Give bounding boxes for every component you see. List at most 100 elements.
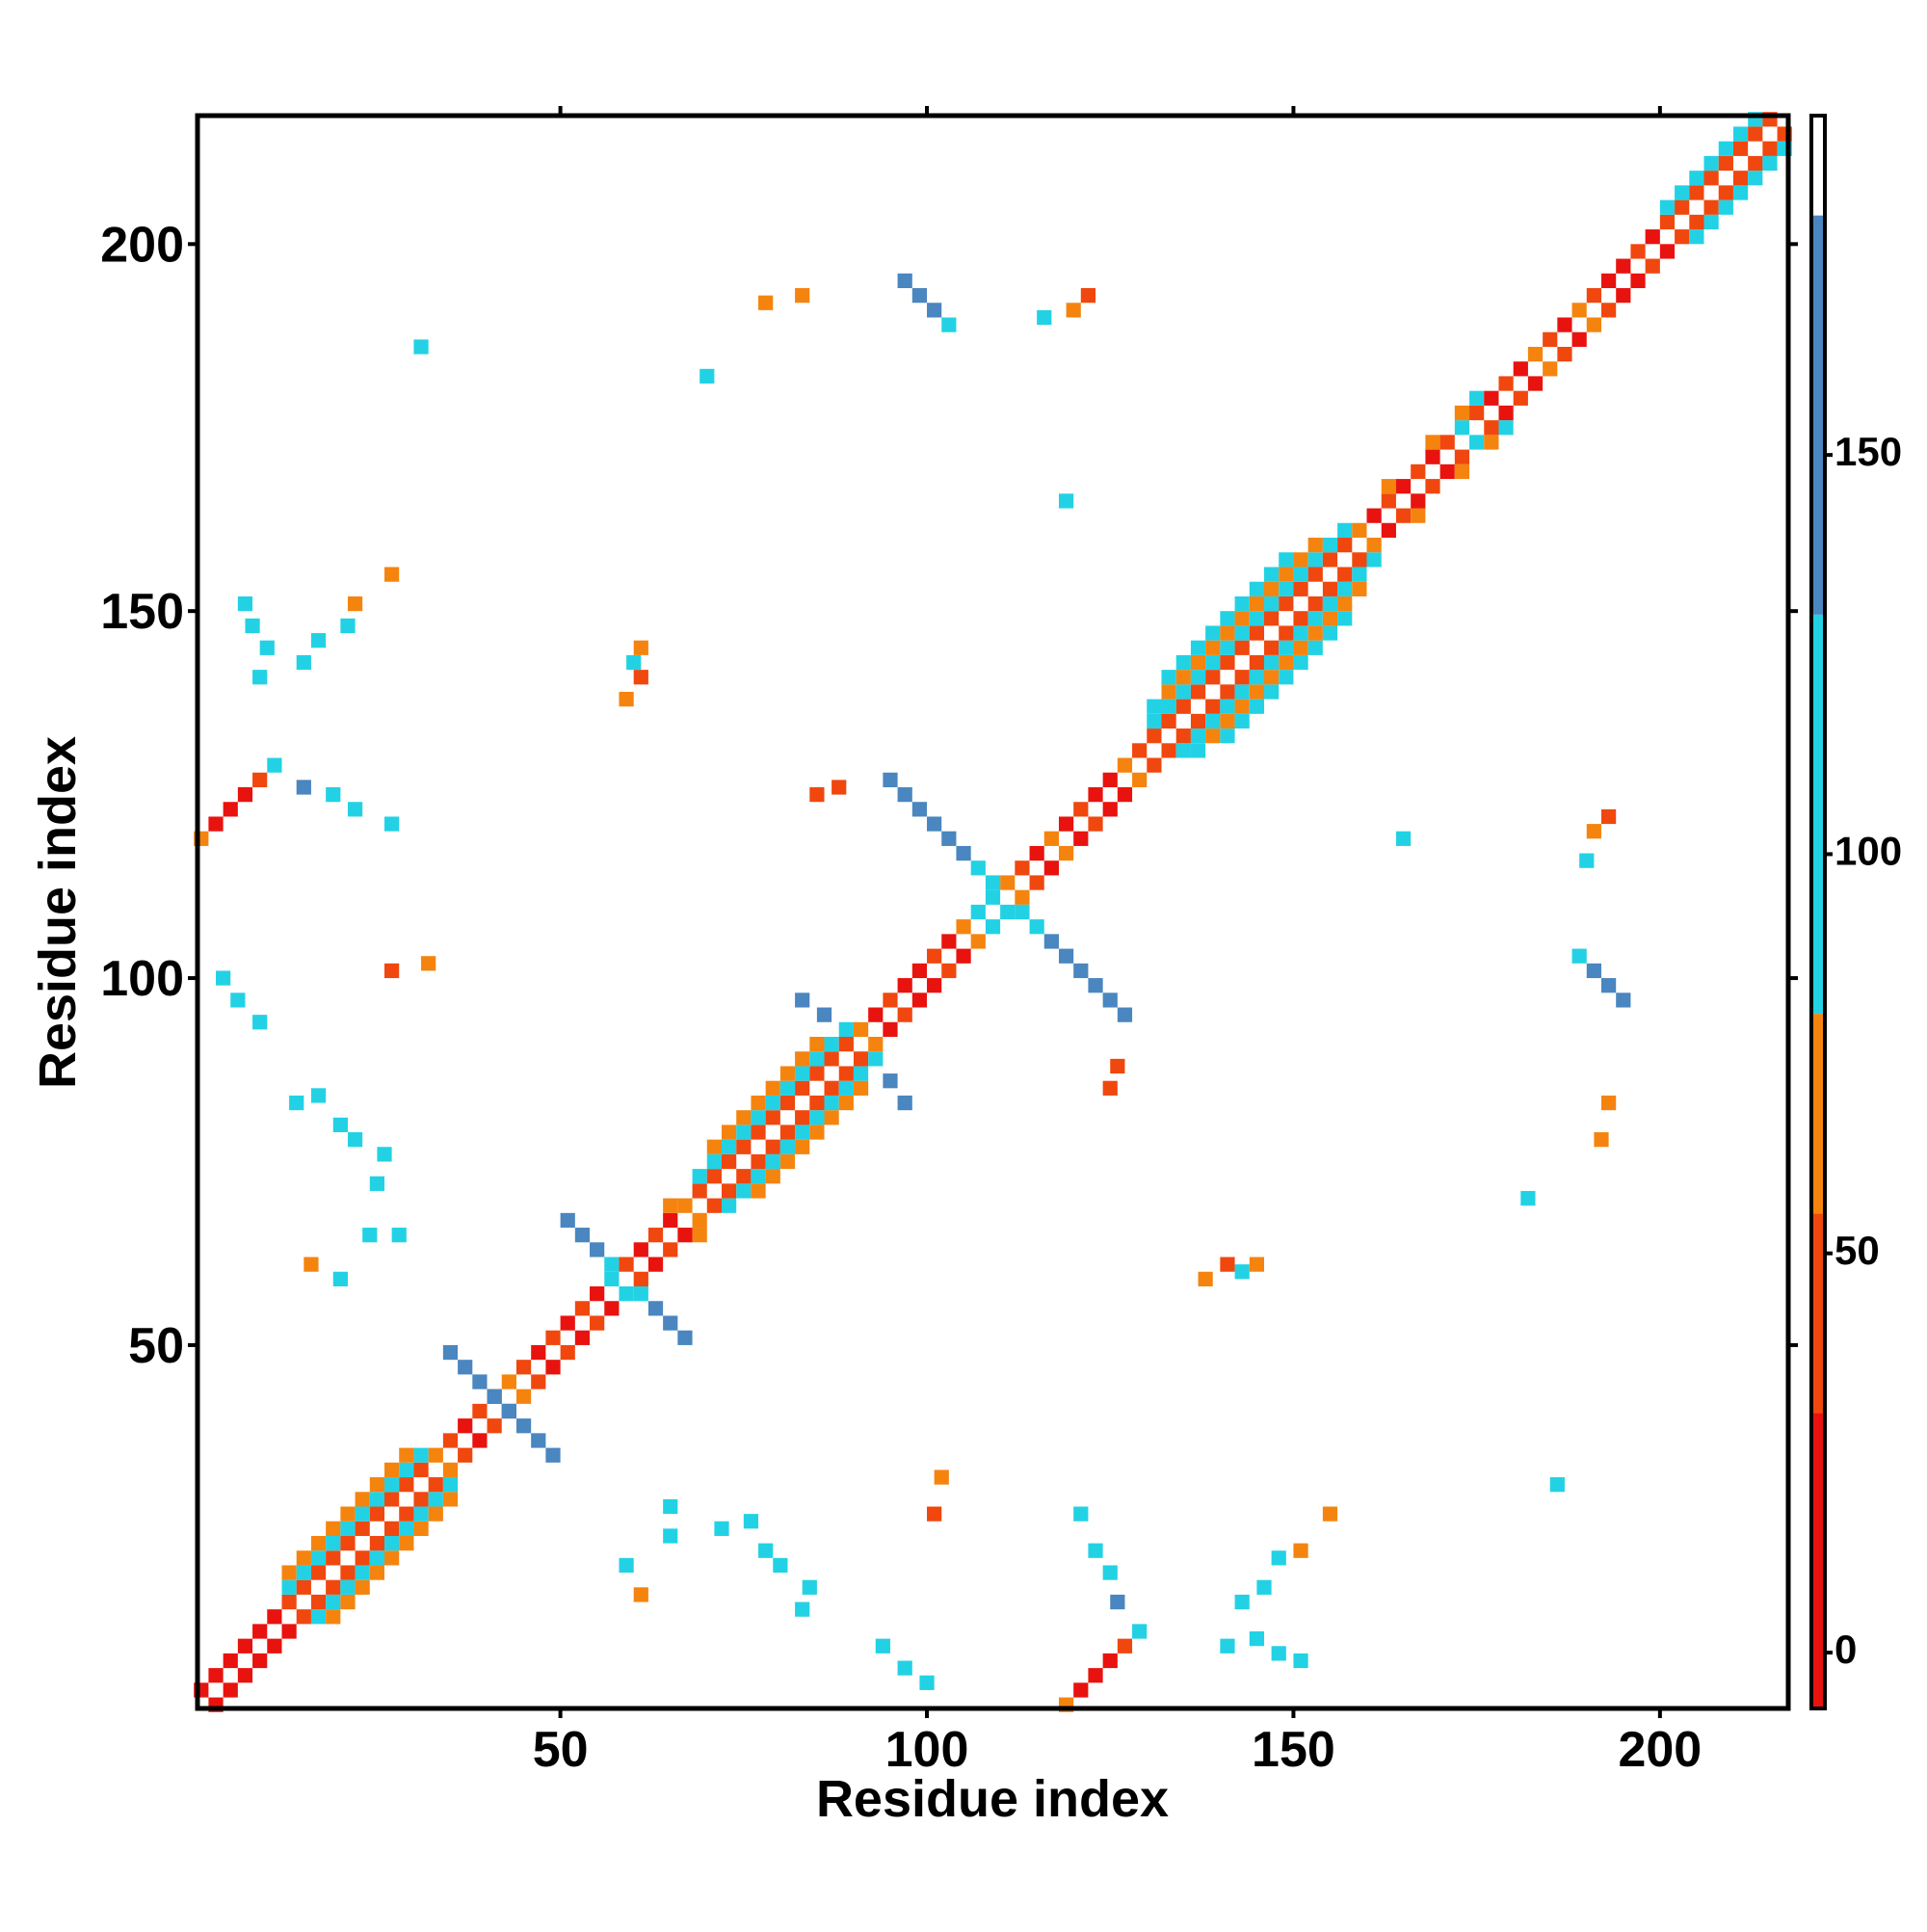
heatmap-cell xyxy=(1645,258,1660,274)
heatmap-cell xyxy=(501,1374,516,1389)
heatmap-cell xyxy=(267,1638,282,1654)
heatmap-cell xyxy=(545,1447,561,1463)
heatmap-cell xyxy=(779,1066,796,1081)
heatmap-cell xyxy=(1279,552,1294,568)
heatmap-cell xyxy=(1043,934,1059,949)
heatmap-cell xyxy=(1454,463,1470,480)
heatmap-cell xyxy=(1586,824,1601,839)
heatmap-cell xyxy=(399,1535,414,1551)
heatmap-cell xyxy=(369,1176,385,1191)
heatmap-cell xyxy=(1249,684,1265,700)
heatmap-cell xyxy=(1293,654,1308,671)
heatmap-cell xyxy=(1271,1646,1286,1661)
heatmap-cell xyxy=(1307,538,1323,553)
heatmap-cell xyxy=(574,1330,591,1345)
heatmap-cell xyxy=(1293,581,1308,596)
heatmap-cell xyxy=(619,1257,634,1272)
x-tick-label: 50 xyxy=(533,1722,589,1778)
heatmap-cell xyxy=(326,1550,341,1566)
heatmap-cell xyxy=(399,1477,414,1493)
heatmap-cell xyxy=(647,1301,664,1316)
heatmap-cell xyxy=(1102,772,1118,788)
heatmap-cell xyxy=(1249,699,1265,714)
heatmap-cell xyxy=(428,1477,443,1493)
heatmap-cell xyxy=(1205,670,1221,685)
heatmap-cell xyxy=(1352,552,1367,568)
heatmap-cell xyxy=(1732,171,1749,186)
heatmap-cell xyxy=(1322,611,1338,626)
heatmap-cell xyxy=(853,1021,869,1037)
heatmap-cell xyxy=(1264,670,1280,685)
heatmap-cell xyxy=(458,1418,473,1434)
heatmap-cell xyxy=(223,1682,238,1698)
heatmap-cell xyxy=(633,1271,648,1286)
heatmap-cell xyxy=(1088,816,1103,832)
heatmap-cell xyxy=(1279,654,1294,671)
heatmap-cell xyxy=(1220,1638,1235,1654)
heatmap-cell xyxy=(369,1506,385,1522)
heatmap-cell xyxy=(1352,567,1367,582)
heatmap-cell xyxy=(1234,611,1250,626)
heatmap-cell xyxy=(736,1110,752,1125)
heatmap-cell xyxy=(1220,1257,1235,1272)
heatmap-cell xyxy=(941,963,957,979)
heatmap-cell xyxy=(824,1095,839,1111)
heatmap-cell xyxy=(560,1344,575,1361)
heatmap-cell xyxy=(340,1565,356,1580)
heatmap-cell xyxy=(765,1139,780,1154)
heatmap-cell xyxy=(1307,595,1323,612)
heatmap-cell xyxy=(1161,713,1176,729)
heatmap-cell xyxy=(721,1139,737,1154)
heatmap-cell xyxy=(1190,670,1206,685)
heatmap-cell xyxy=(296,1550,311,1566)
heatmap-cell xyxy=(1058,948,1074,964)
heatmap-cell xyxy=(1659,199,1676,215)
heatmap-cell xyxy=(853,1051,869,1067)
heatmap-cell xyxy=(927,816,942,832)
heatmap-cell xyxy=(956,919,971,935)
heatmap-cell xyxy=(259,640,275,655)
heatmap-cells xyxy=(194,112,1792,1712)
heatmap-cell xyxy=(1234,1264,1250,1280)
heatmap-cell xyxy=(795,1139,810,1154)
heatmap-cell xyxy=(1703,214,1719,230)
heatmap-cell xyxy=(1395,479,1412,494)
heatmap-cell xyxy=(765,1110,780,1125)
heatmap-cell xyxy=(795,1066,810,1081)
heatmap-cell xyxy=(1293,567,1308,582)
heatmap-cell xyxy=(252,670,268,685)
x-tick-label: 100 xyxy=(885,1722,969,1778)
heatmap-cell xyxy=(310,633,327,648)
heatmap-cell xyxy=(919,1675,935,1690)
heatmap-cell xyxy=(391,1228,407,1243)
colorbar-segment xyxy=(1811,1413,1825,1708)
heatmap-cell xyxy=(1594,1132,1609,1148)
colorbar-tick-label: 0 xyxy=(1835,1627,1857,1672)
heatmap-cell xyxy=(1205,713,1221,729)
heatmap-cell xyxy=(1337,522,1353,539)
heatmap-cell xyxy=(1132,772,1148,788)
heatmap-cell xyxy=(1307,625,1323,641)
heatmap-cell xyxy=(970,904,986,920)
heatmap-cell xyxy=(626,654,642,671)
heatmap-cell xyxy=(442,1344,459,1361)
heatmap-cell xyxy=(832,780,847,795)
heatmap-cell xyxy=(706,1139,722,1154)
heatmap-cell xyxy=(1337,611,1353,626)
heatmap-cell xyxy=(1015,860,1030,876)
heatmap-cell xyxy=(442,1462,459,1478)
heatmap-cell xyxy=(714,1521,729,1536)
heatmap-cell xyxy=(1175,699,1191,714)
heatmap-cell xyxy=(1198,1271,1213,1286)
heatmap-cell xyxy=(1571,303,1587,318)
heatmap-cell xyxy=(384,1477,400,1493)
heatmap-cell xyxy=(1279,670,1294,685)
heatmap-cell xyxy=(1600,808,1617,825)
heatmap-cell xyxy=(1205,625,1221,641)
heatmap-cell xyxy=(773,1557,788,1574)
heatmap-cell xyxy=(1322,1506,1338,1522)
heatmap-cell xyxy=(1117,787,1133,803)
heatmap-cell xyxy=(1748,171,1763,186)
heatmap-cell xyxy=(1337,567,1353,582)
